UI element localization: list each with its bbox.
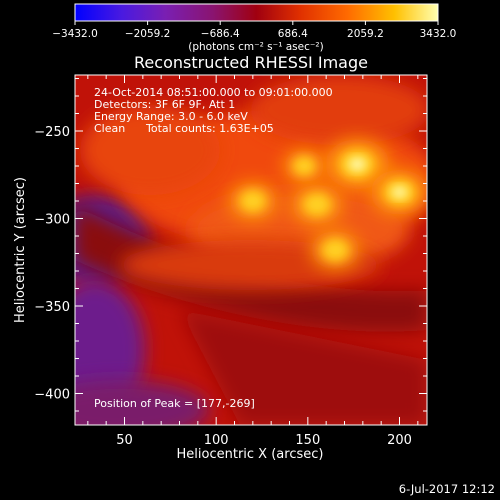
plot-frame bbox=[74, 74, 428, 426]
colorbar bbox=[74, 3, 439, 22]
colorbar-tick-label: 3432.0 bbox=[420, 28, 457, 40]
source-marks bbox=[229, 139, 427, 269]
x-axis-ticks: 50 100 150 200 bbox=[87, 75, 419, 448]
annotation-time-range: 24-Oct-2014 08:51:00.000 to 09:01:00.000 bbox=[94, 86, 333, 99]
annotation-detectors: Detectors: 3F 6F 9F, Att 1 bbox=[94, 98, 235, 111]
y-axis-label: Heliocentric Y (arcsec) bbox=[13, 177, 28, 323]
colorbar-ticks: −3432.0 −2059.2 −686.4 686.4 2059.2 3432.0 bbox=[52, 21, 456, 40]
x-tick-label: 150 bbox=[295, 433, 320, 448]
y-axis-ticks: −250 −300 −350 −400 bbox=[34, 78, 427, 412]
colorbar-tick-label: −686.4 bbox=[201, 28, 240, 40]
colorbar-tick-label: −3432.0 bbox=[52, 28, 98, 40]
annotation-peak-position: Position of Peak = [177,-269] bbox=[94, 397, 255, 410]
annotation-total-counts: Total counts: 1.63E+05 bbox=[145, 122, 274, 135]
colorbar-tick-label: 2059.2 bbox=[347, 28, 384, 40]
source-peak bbox=[349, 158, 366, 171]
x-tick-label: 50 bbox=[116, 433, 133, 448]
source-peak bbox=[392, 187, 407, 198]
source-core bbox=[293, 156, 315, 176]
y-tick-label: −300 bbox=[34, 213, 70, 228]
colorbar-tick-label: −2059.2 bbox=[125, 28, 171, 40]
footer-date: 6-Jul-2017 12:12 bbox=[399, 482, 495, 496]
source-core bbox=[322, 239, 349, 261]
x-tick-label: 200 bbox=[387, 433, 412, 448]
chart-title: Reconstructed RHESSI Image bbox=[134, 53, 368, 72]
colorbar-unit-label: (photons cm⁻² s⁻¹ asec⁻²) bbox=[188, 41, 323, 53]
y-tick-label: −400 bbox=[34, 388, 70, 403]
annotation-energy-range: Energy Range: 3.0 - 6.0 keV bbox=[94, 110, 248, 123]
y-tick-label: −350 bbox=[34, 300, 70, 315]
x-tick-label: 100 bbox=[204, 433, 229, 448]
source-core bbox=[303, 193, 331, 216]
annotation-algorithm: Clean bbox=[94, 122, 125, 135]
y-tick-label: −250 bbox=[34, 125, 70, 140]
colorbar-tick-label: 686.4 bbox=[278, 28, 308, 40]
source-core bbox=[240, 190, 266, 212]
image-plot-area bbox=[75, 75, 427, 425]
x-axis-label: Heliocentric X (arcsec) bbox=[177, 447, 324, 462]
